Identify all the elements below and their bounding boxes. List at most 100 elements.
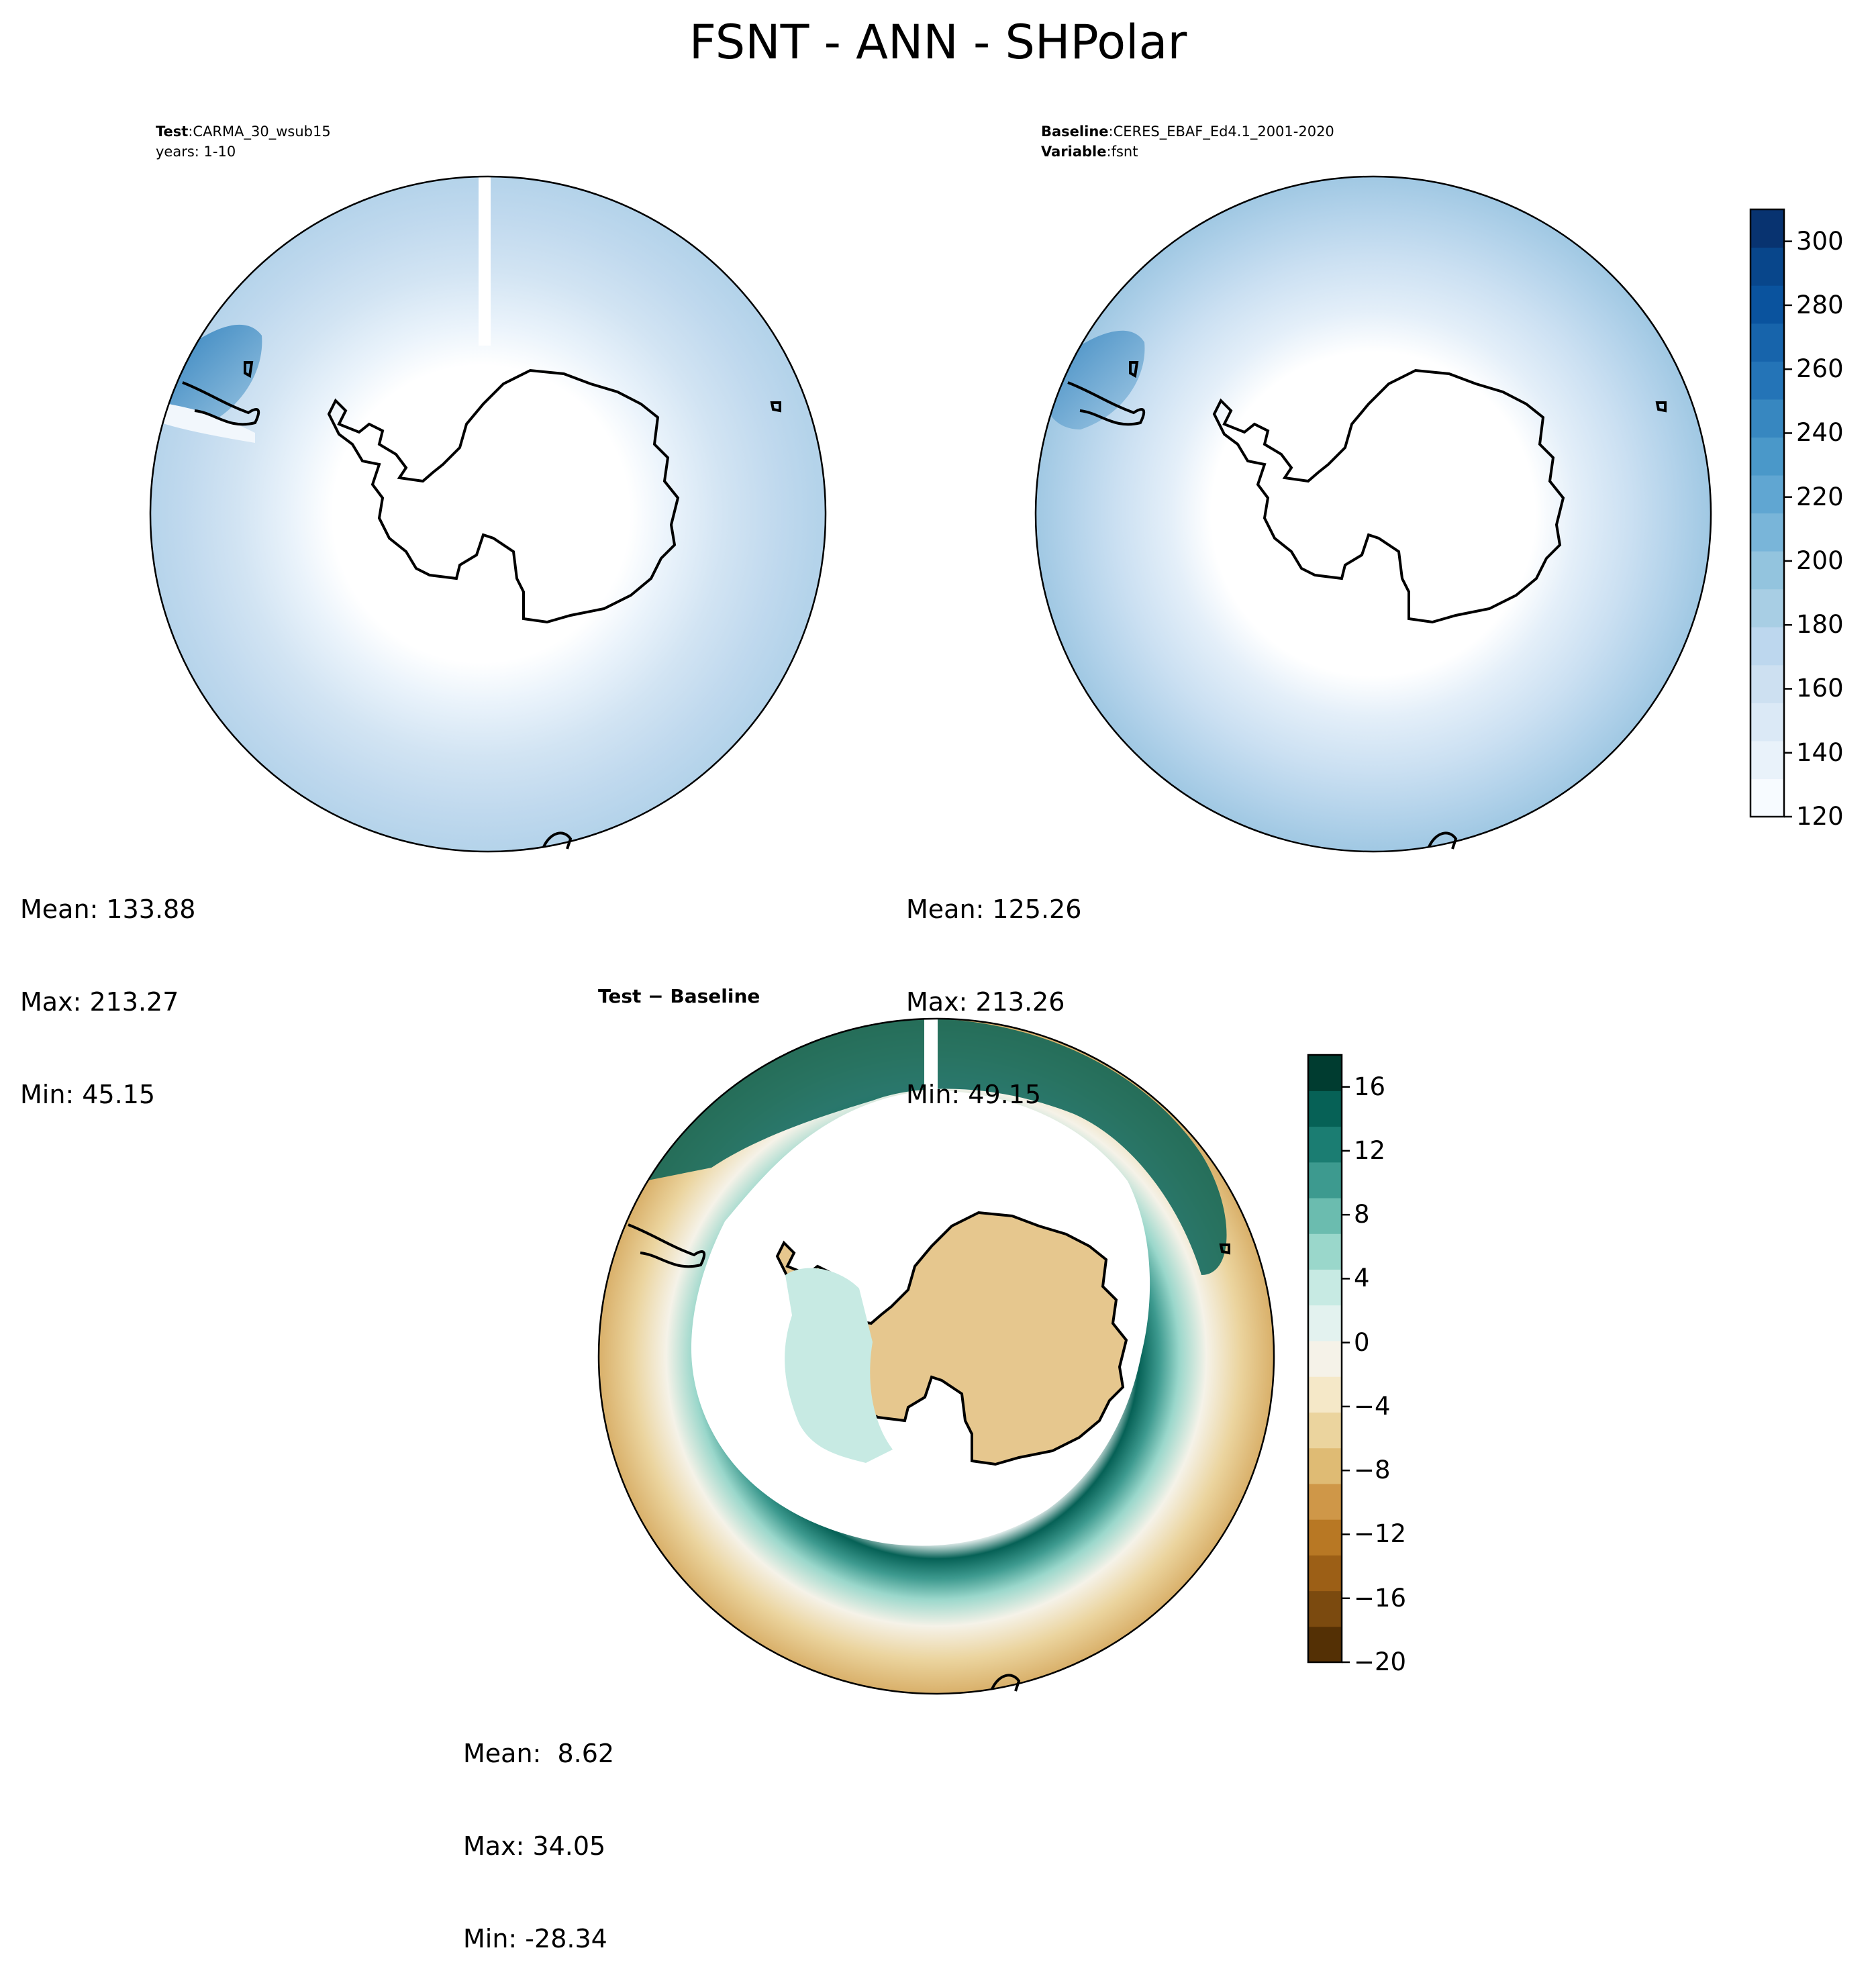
diff-colorbar-color-segment bbox=[1308, 1126, 1342, 1163]
diff-colorbar-color-segment bbox=[1308, 1090, 1342, 1127]
diff-colorbar-tick-label: 8 bbox=[1354, 1200, 1370, 1229]
diff-colorbar-tick-label: −8 bbox=[1354, 1456, 1391, 1485]
baseline-map bbox=[1034, 175, 1712, 853]
test-baseline-colorbar-color-segment bbox=[1750, 664, 1784, 703]
diff-colorbar-color-segment bbox=[1308, 1269, 1342, 1306]
baseline-panel-header: Baseline:CERES_EBAF_Ed4.1_2001-2020 Vari… bbox=[1041, 123, 1334, 160]
baseline-map-south-america-coastline bbox=[1067, 381, 1146, 426]
test-baseline-colorbar-color-segment bbox=[1750, 399, 1784, 438]
diff-colorbar-color-segment bbox=[1308, 1233, 1342, 1270]
diff-stats: Mean: 8.62 Max: 34.05 Min: -28.34 bbox=[463, 1676, 614, 1985]
test-baseline-colorbar-tick-label: 240 bbox=[1796, 418, 1844, 448]
test-baseline-colorbar-color-segment bbox=[1750, 437, 1784, 476]
baseline-stats: Mean: 125.26 Max: 213.26 Min: 49.15 bbox=[906, 832, 1081, 1141]
diff-colorbar-tick-label: 16 bbox=[1354, 1072, 1386, 1101]
diff-colorbar-color-segment bbox=[1308, 1590, 1342, 1627]
test-map-missing-data-wedge bbox=[479, 176, 491, 346]
diff-panel-title: Test − Baseline bbox=[598, 985, 760, 1007]
baseline-map-new-zealand-coastline bbox=[1428, 831, 1458, 850]
diff-colorbar-tick-label: 12 bbox=[1354, 1135, 1386, 1165]
diff-colorbar-color-segment bbox=[1308, 1447, 1342, 1484]
baseline-map-island-coastline-east bbox=[1655, 401, 1667, 413]
test-baseline-colorbar-color-segment bbox=[1750, 778, 1784, 817]
test-baseline-colorbar-tick-label: 200 bbox=[1796, 546, 1844, 575]
baseline-map-field bbox=[1036, 176, 1711, 852]
test-max: Max: 213.27 bbox=[20, 987, 179, 1017]
test-map-stripe bbox=[161, 403, 255, 443]
diff-colorbar-tick-label: −4 bbox=[1354, 1391, 1391, 1421]
test-baseline-colorbar-tick-label: 220 bbox=[1796, 482, 1844, 511]
diff-max: Max: 34.05 bbox=[463, 1831, 606, 1861]
diff-colorbar-color-segment bbox=[1308, 1519, 1342, 1556]
baseline-variable-value: fsnt bbox=[1111, 144, 1138, 160]
test-baseline-colorbar-color-segment bbox=[1750, 551, 1784, 590]
test-map-new-zealand-coastline bbox=[542, 831, 573, 850]
test-label-value: CARMA_30_wsub15 bbox=[193, 123, 331, 140]
diff-map bbox=[597, 1017, 1275, 1695]
diff-map-missing-data-wedge bbox=[924, 1019, 938, 1096]
diff-min: Min: -28.34 bbox=[463, 1924, 607, 1953]
test-panel-header: Test:CARMA_30_wsub15 years: 1-10 bbox=[156, 121, 331, 162]
baseline-variable-key: Variable bbox=[1041, 144, 1107, 160]
test-baseline-colorbar-color-segment bbox=[1750, 209, 1784, 248]
diff-mean: Mean: 8.62 bbox=[463, 1739, 615, 1768]
diff-colorbar-color-segment bbox=[1308, 1305, 1342, 1341]
test-mean: Mean: 133.88 bbox=[20, 895, 196, 924]
baseline-min: Min: 49.15 bbox=[906, 1080, 1042, 1109]
test-stats: Mean: 133.88 Max: 213.27 Min: 45.15 bbox=[20, 832, 195, 1141]
diff-colorbar-color-segment bbox=[1308, 1162, 1342, 1199]
diff-map-island-coastline-east bbox=[1219, 1243, 1230, 1255]
test-map-boundary bbox=[149, 175, 827, 853]
test-map-south-america-coastline bbox=[182, 381, 260, 426]
test-map-field bbox=[150, 176, 826, 852]
test-baseline-colorbar-tick-label: 280 bbox=[1796, 290, 1844, 319]
diff-colorbar-color-segment bbox=[1308, 1483, 1342, 1520]
test-map-highvalue-region bbox=[154, 324, 262, 429]
test-baseline-colorbar-frame bbox=[1749, 208, 1785, 818]
test-baseline-colorbar-color-segment bbox=[1750, 361, 1784, 400]
diff-colorbar-tick-label: 0 bbox=[1354, 1327, 1370, 1357]
diff-title-operator: − bbox=[648, 985, 664, 1007]
diff-colorbar-color-segment bbox=[1308, 1055, 1342, 1091]
test-baseline-colorbar-color-segment bbox=[1750, 627, 1784, 666]
figure-canvas bbox=[149, 175, 1792, 1695]
test-baseline-colorbar-color-segment bbox=[1750, 513, 1784, 552]
diff-colorbar-tick-label: −16 bbox=[1354, 1583, 1407, 1613]
test-baseline-colorbar-tick-label: 160 bbox=[1796, 674, 1844, 703]
diff-map-outer-ring bbox=[644, 1019, 1227, 1275]
diff-colorbar-color-segment bbox=[1308, 1412, 1342, 1449]
diff-colorbar-frame bbox=[1307, 1054, 1343, 1664]
test-map-island-coastline-east bbox=[770, 401, 781, 413]
diff-map-new-zealand-coastline bbox=[991, 1674, 1021, 1692]
diff-map-south-america-coastline bbox=[628, 1223, 706, 1268]
test-baseline-colorbar bbox=[1749, 208, 1792, 818]
diff-title-test: Test bbox=[598, 985, 642, 1007]
test-baseline-colorbar-color-segment bbox=[1750, 474, 1784, 514]
test-label-key: Test bbox=[156, 123, 189, 140]
test-baseline-colorbar-tick-label: 300 bbox=[1796, 226, 1844, 256]
test-baseline-colorbar-tick-label: 260 bbox=[1796, 354, 1844, 384]
baseline-map-island-coastline bbox=[1129, 361, 1139, 378]
baseline-map-boundary bbox=[1034, 175, 1712, 853]
diff-colorbar bbox=[1307, 1054, 1350, 1664]
baseline-max: Max: 213.26 bbox=[906, 987, 1065, 1017]
diff-colorbar-color-segment bbox=[1308, 1197, 1342, 1234]
baseline-label-value: CERES_EBAF_Ed4.1_2001-2020 bbox=[1113, 123, 1334, 140]
test-map-island-coastline bbox=[244, 361, 254, 378]
test-years: years: 1-10 bbox=[156, 144, 236, 160]
test-baseline-colorbar-color-segment bbox=[1750, 323, 1784, 362]
test-baseline-colorbar-color-segment bbox=[1750, 285, 1784, 324]
test-baseline-colorbar-color-segment bbox=[1750, 589, 1784, 627]
baseline-label-key: Baseline bbox=[1041, 123, 1109, 140]
test-baseline-colorbar-color-segment bbox=[1750, 247, 1784, 286]
diff-colorbar-tick-label: −12 bbox=[1354, 1519, 1407, 1549]
diff-colorbar-tick-label: −20 bbox=[1354, 1647, 1407, 1676]
test-baseline-colorbar-tick-label: 120 bbox=[1796, 802, 1844, 831]
test-baseline-colorbar-tick-label: 140 bbox=[1796, 737, 1844, 767]
test-baseline-colorbar-color-segment bbox=[1750, 740, 1784, 780]
diff-title-baseline: Baseline bbox=[670, 985, 760, 1007]
diff-map-west-antarctica-positive bbox=[785, 1268, 893, 1463]
diff-colorbar-color-segment bbox=[1308, 1340, 1342, 1377]
diff-map-boundary bbox=[597, 1017, 1275, 1695]
test-map bbox=[149, 175, 827, 853]
